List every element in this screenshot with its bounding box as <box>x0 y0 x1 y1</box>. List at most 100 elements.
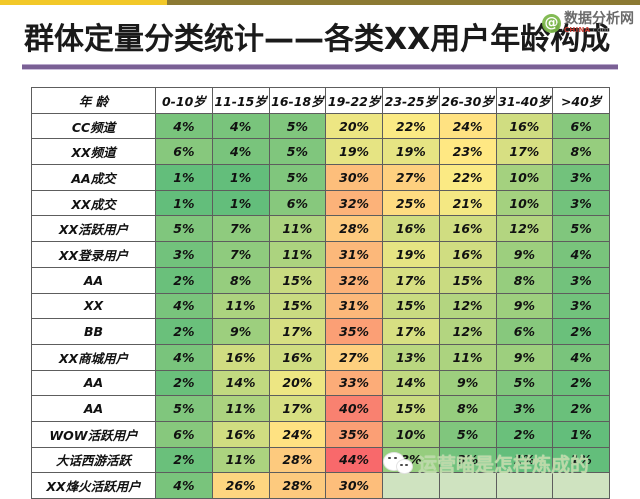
data-cell: 4% <box>155 343 213 371</box>
data-cell: 4% <box>211 138 270 166</box>
data-cell: 8% <box>495 266 554 294</box>
table-row: BB 2% 9% 17% 35% 17% 12% 6% 2% <box>31 318 610 345</box>
site-watermark-name: 数据分析网 <box>564 11 634 27</box>
data-cell: 10% <box>495 164 554 191</box>
table-row: AA 2% 8% 15% 32% 17% 15% 8% 3% <box>31 266 610 294</box>
data-cell: 10% <box>382 420 440 448</box>
site-watermark-domain-prefix: CHINA <box>564 26 591 34</box>
row-label: BB <box>31 318 156 345</box>
data-cell: 3% <box>552 266 610 294</box>
data-cell: 4% <box>155 112 213 140</box>
data-cell: 25% <box>382 189 440 217</box>
data-cell: 2% <box>552 369 610 397</box>
data-cell: 31% <box>325 292 383 320</box>
data-cell: 28% <box>325 215 383 243</box>
column-header-6: 31-40岁 <box>495 87 554 114</box>
data-cell: 13% <box>382 343 440 371</box>
data-cell: 6% <box>552 112 610 140</box>
data-cell: 6% <box>155 420 213 448</box>
data-cell: 26% <box>211 472 270 499</box>
data-cell: 15% <box>268 266 327 294</box>
data-cell: 2% <box>155 446 213 474</box>
data-cell: 16% <box>495 112 554 140</box>
data-cell: 7% <box>211 241 270 268</box>
data-cell: 32% <box>325 266 383 294</box>
data-cell: 8% <box>211 266 270 294</box>
data-cell: 14% <box>382 369 440 397</box>
data-cell: 3% <box>552 292 610 320</box>
age-composition-heatmap-table: 年 龄 0-10岁 11-15岁 16-18岁 19-22岁 23-25岁 26… <box>31 87 610 499</box>
row-label: XX活跃用户 <box>31 215 156 243</box>
data-cell: 20% <box>268 369 327 397</box>
row-label: WOW活跃用户 <box>31 420 156 448</box>
top-decor-bar <box>0 0 640 5</box>
data-cell: 2% <box>155 266 213 294</box>
data-cell: 9% <box>211 318 270 345</box>
data-cell: 5% <box>552 215 610 243</box>
data-cell: 5% <box>268 164 327 191</box>
data-cell: 11% <box>211 395 270 422</box>
data-cell: 14% <box>211 369 270 397</box>
table-row: XX 4% 11% 15% 31% 15% 12% 9% 3% <box>31 292 610 320</box>
table-header: 年 龄 0-10岁 11-15岁 16-18岁 19-22岁 23-25岁 26… <box>31 87 610 114</box>
data-cell: 5% <box>155 395 213 422</box>
row-label: XX登录用户 <box>31 241 156 268</box>
data-cell: 4% <box>552 343 610 371</box>
data-cell: 19% <box>382 138 440 166</box>
data-cell: 9% <box>495 241 554 268</box>
data-cell: 27% <box>325 343 383 371</box>
data-cell: 30% <box>325 164 383 191</box>
table-row: XX商城用户 4% 16% 16% 27% 13% 11% 9% 4% <box>31 343 610 371</box>
data-cell: 9% <box>495 343 554 371</box>
data-cell: 1% <box>552 420 610 448</box>
data-cell: 16% <box>382 215 440 243</box>
row-label: CC频道 <box>31 112 156 140</box>
data-cell: 3% <box>552 189 610 217</box>
data-cell: 15% <box>382 292 440 320</box>
data-cell: 15% <box>382 395 440 422</box>
data-cell: 12% <box>495 215 554 243</box>
data-cell: 2% <box>552 318 610 345</box>
data-cell: 5% <box>268 138 327 166</box>
data-cell: 9% <box>438 369 497 397</box>
data-cell: 4% <box>552 241 610 268</box>
row-label: XX成交 <box>31 189 156 217</box>
column-header-7: >40岁 <box>552 87 610 114</box>
column-header-0: 0-10岁 <box>155 87 213 114</box>
data-cell: 22% <box>382 112 440 140</box>
data-cell: 3% <box>495 395 554 422</box>
column-header-age-label: 年 龄 <box>31 87 156 114</box>
data-cell: 8% <box>382 446 440 474</box>
data-cell: 17% <box>268 318 327 345</box>
table-row: XX成交 1% 1% 6% 32% 25% 21% 10% 3% <box>31 189 610 217</box>
table-row: AA 2% 14% 20% 33% 14% 9% 5% 2% <box>31 369 610 397</box>
site-watermark-domain-suffix: .com <box>590 26 609 34</box>
top-bar-left-segment <box>0 0 167 5</box>
row-label: AA <box>31 395 156 422</box>
column-header-3: 19-22岁 <box>325 87 383 114</box>
data-cell: 2% <box>155 369 213 397</box>
column-header-2: 16-18岁 <box>268 87 327 114</box>
data-cell: 2% <box>552 395 610 422</box>
at-sign-logo-icon: @ <box>542 13 561 33</box>
data-cell: 11% <box>438 343 497 371</box>
column-header-5: 26-30岁 <box>438 87 497 114</box>
data-cell: 17% <box>268 395 327 422</box>
data-cell: 33% <box>325 369 383 397</box>
data-cell: 16% <box>438 215 497 243</box>
data-cell: 6% <box>268 189 327 217</box>
row-label: XX商城用户 <box>31 343 156 371</box>
row-label: AA成交 <box>31 164 156 191</box>
title-block: 群体定量分类统计——各类XX用户年龄构成 <box>0 14 640 72</box>
data-cell: 16% <box>211 420 270 448</box>
data-cell: 3% <box>438 446 497 474</box>
table-row: WOW活跃用户 6% 16% 24% 35% 10% 5% 2% 1% <box>31 420 610 448</box>
data-cell: 35% <box>325 318 383 345</box>
data-cell: 6% <box>155 138 213 166</box>
data-cell: 3% <box>552 164 610 191</box>
site-watermark-domain: CHINA.com <box>564 27 634 34</box>
data-cell: 5% <box>438 420 497 448</box>
data-cell: 1% <box>155 189 213 217</box>
data-cell: 44% <box>325 446 383 474</box>
data-cell: 8% <box>552 138 610 166</box>
